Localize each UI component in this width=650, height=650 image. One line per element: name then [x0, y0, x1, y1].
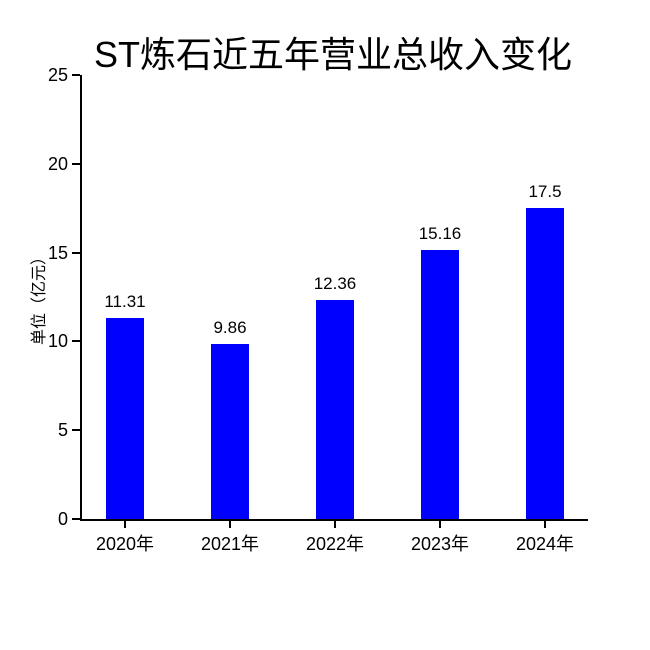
x-tick-mark — [334, 519, 336, 528]
bar — [526, 208, 564, 519]
y-tick-mark — [72, 74, 80, 76]
plot-area: 0 5 10 15 20 25 11.31 2020年 9.86 2021年 12.36 2022年 1… — [48, 65, 588, 554]
x-tick-mark — [439, 519, 441, 528]
y-tick-mark — [72, 340, 80, 343]
y-tick-label: 5 — [57, 420, 68, 441]
y-tick-mark — [72, 518, 80, 520]
chart-title: ST炼石近五年营业总收入变化 — [93, 34, 572, 75]
bar-value-label: 9.86 — [213, 317, 247, 337]
x-tick-mark — [544, 519, 546, 528]
bar-value-label: 11.31 — [104, 292, 146, 312]
x-tick-label: 2022年 — [305, 534, 365, 554]
y-tick-label: 10 — [47, 331, 68, 352]
y-tick-mark — [72, 162, 80, 165]
y-tick-label: 20 — [47, 153, 68, 174]
y-tick-label: 15 — [47, 242, 68, 263]
bar — [211, 343, 249, 519]
y-axis-label-wrap: 单位（亿元） — [26, 75, 48, 519]
y-tick-mark — [72, 251, 80, 254]
x-tick-label: 2024年 — [515, 534, 575, 554]
x-tick-label: 2021年 — [200, 534, 260, 554]
x-tick-mark — [229, 519, 231, 528]
bar-value-label: 15.16 — [418, 223, 462, 243]
x-tick-label: 2020年 — [95, 534, 155, 554]
bar — [106, 318, 144, 519]
bar — [421, 249, 459, 519]
y-tick-label: 0 — [57, 509, 68, 529]
x-tick-label: 2023年 — [410, 534, 470, 554]
bar-value-label: 12.36 — [313, 273, 357, 293]
y-tick-mark — [72, 429, 80, 432]
x-tick-mark — [124, 519, 126, 528]
bar — [316, 299, 354, 519]
y-tick-label: 25 — [47, 65, 68, 85]
bar-value-label: 17.5 — [528, 182, 562, 202]
